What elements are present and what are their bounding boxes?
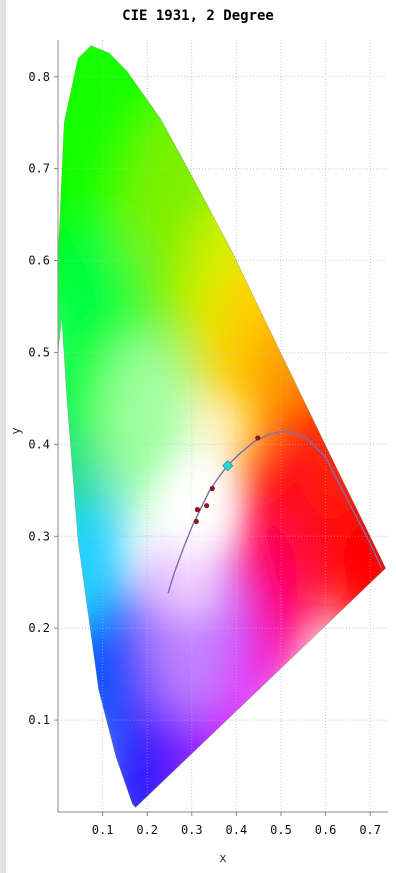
y-axis-ticks: 0.1 0.2 0.3 0.4 0.5 0.6 0.7 0.8: [28, 70, 58, 727]
y-axis-label: y: [9, 427, 23, 434]
x-tick-label: 0.3: [181, 823, 203, 837]
x-tick-label: 0.1: [92, 823, 114, 837]
x-tick-label: 0.5: [270, 823, 292, 837]
x-axis-label: x: [219, 851, 226, 865]
selected-color-marker[interactable]: [222, 460, 234, 472]
white-point-markers: [193, 435, 261, 524]
grid-lines-overlay: [58, 40, 388, 812]
window-edge: [0, 0, 6, 873]
y-tick-label: 0.4: [28, 437, 50, 451]
selected-point-layer: [222, 460, 234, 472]
planckian-locus-line: [167, 430, 383, 594]
y-tick-label: 0.1: [28, 713, 50, 727]
spectral-locus-outline: [57, 45, 386, 808]
white-point-2: [209, 485, 215, 492]
chart-title: CIE 1931, 2 Degree: [122, 8, 274, 24]
x-tick-label: 0.4: [226, 823, 248, 837]
x-axis-ticks: 0.1 0.2 0.3 0.4 0.5 0.6 0.7: [92, 812, 381, 837]
x-tick-label: 0.6: [315, 823, 337, 837]
y-tick-label: 0.2: [28, 621, 50, 635]
y-tick-label: 0.3: [28, 529, 50, 543]
y-tick-label: 0.6: [28, 254, 50, 268]
white-point-1: [255, 435, 261, 441]
white-point-3: [204, 503, 210, 509]
x-tick-label: 0.7: [359, 823, 381, 837]
white-point-4: [193, 518, 199, 524]
white-point-5: [194, 507, 201, 513]
y-tick-label: 0.7: [28, 162, 50, 176]
y-tick-label: 0.8: [28, 70, 50, 84]
x-tick-label: 0.2: [136, 823, 158, 837]
y-tick-label: 0.5: [28, 345, 50, 359]
